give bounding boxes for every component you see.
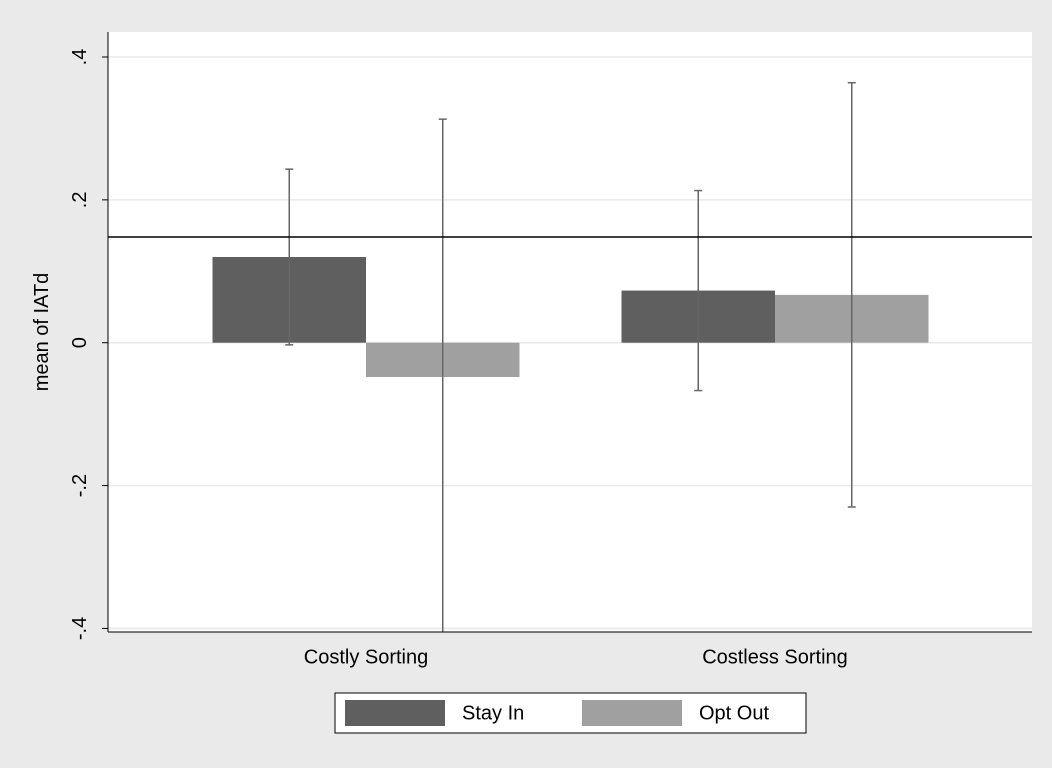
marks [108,81,1032,632]
y-axis-label: mean of IATd [31,273,53,392]
error-bar [438,118,447,632]
legend-items: Stay In Opt Out [345,700,769,726]
legend-swatch [345,700,445,726]
axes: -.4 -.2 0 .2 .4 Costly Sorting Costless Sortin… [69,32,1032,668]
legend-label: Stay In [462,702,524,724]
y-tick-label: .4 [69,49,91,66]
legend-swatch [582,700,682,726]
y-tick-label: .2 [69,192,91,209]
y-tick-label: -.4 [69,617,91,640]
legend-label: Opt Out [699,702,769,724]
error-bar [694,189,703,392]
y-tick-label: 0 [69,337,91,348]
y-tick-label: -.2 [69,474,91,497]
error-bar [847,81,856,508]
error-bar [285,168,294,346]
x-tick-label: Costless Sorting [702,646,848,668]
x-tick-label: Costly Sorting [304,646,429,668]
